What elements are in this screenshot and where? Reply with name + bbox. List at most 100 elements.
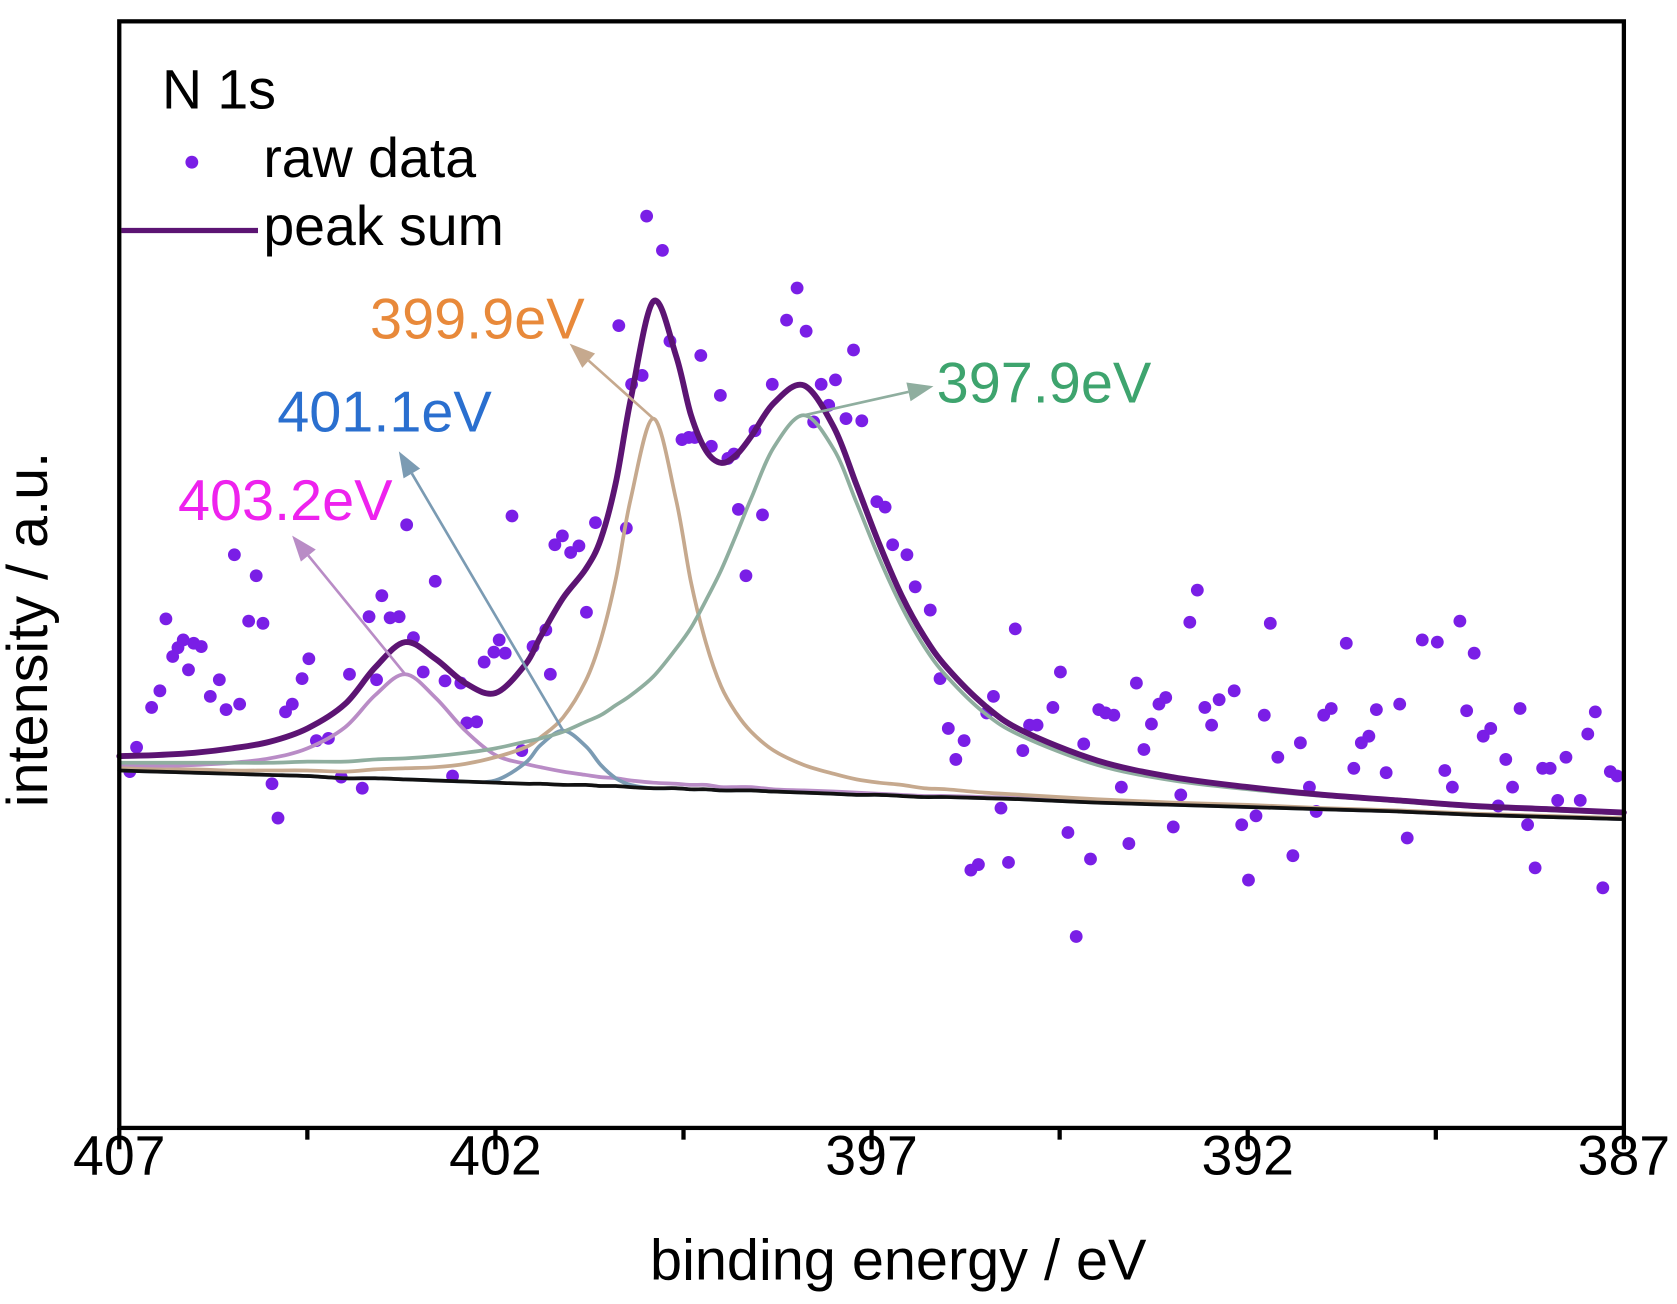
data-point (1588, 705, 1602, 719)
data-point (498, 646, 512, 660)
data-point (1263, 616, 1277, 630)
data-point (176, 633, 190, 647)
annotation-arrowhead (292, 535, 316, 562)
data-point (713, 388, 727, 402)
data-point (492, 633, 506, 647)
data-point (400, 518, 414, 532)
legend-label: raw data (263, 127, 476, 189)
x-tick-label: 387 (1578, 1125, 1671, 1187)
data-point (370, 673, 383, 687)
data-point (1008, 622, 1022, 636)
data-point (548, 538, 562, 552)
data-point (635, 369, 649, 382)
data-point (1528, 861, 1542, 875)
data-point (256, 616, 270, 630)
data-point (1445, 780, 1459, 794)
data-point (933, 672, 947, 686)
data-point (1596, 881, 1610, 895)
data-point (1016, 744, 1030, 757)
data-point (182, 663, 195, 677)
data-point (839, 412, 853, 426)
data-point (878, 500, 892, 514)
data-point (1430, 635, 1444, 649)
data-point (1030, 718, 1044, 732)
data-point (1379, 766, 1393, 780)
data-point (1293, 736, 1307, 750)
data-point (656, 244, 669, 257)
data-point (1174, 788, 1188, 802)
data-point (428, 574, 442, 588)
legend-label: peak sum (263, 195, 503, 257)
data-point (886, 538, 900, 552)
data-point (1453, 614, 1467, 628)
legend-marker (185, 155, 199, 169)
data-point (233, 697, 247, 711)
data-point (1183, 615, 1197, 629)
data-point (1573, 793, 1587, 807)
data-point (242, 614, 256, 628)
data-point (847, 343, 860, 357)
data-point (295, 672, 309, 686)
annotation-arrow (307, 554, 407, 676)
data-point (1610, 769, 1624, 783)
data-point (1235, 818, 1249, 832)
data-point (829, 373, 842, 387)
data-point (923, 603, 937, 617)
data-point (145, 701, 159, 714)
component-line (117, 413, 1626, 816)
data-point (130, 740, 143, 754)
data-point (1484, 722, 1498, 735)
legend-title: N 1s (162, 59, 276, 121)
data-point (362, 610, 376, 624)
data-point (1347, 761, 1361, 775)
data-point (1129, 676, 1143, 690)
data-point (900, 548, 914, 562)
data-point (949, 753, 963, 766)
data-point (580, 605, 593, 619)
data-point (1438, 764, 1452, 777)
data-point (694, 349, 708, 362)
data-point (994, 801, 1008, 815)
x-tick-label: 392 (1201, 1125, 1294, 1187)
annotation-arrow (587, 359, 655, 420)
data-point (1107, 708, 1121, 722)
data-point (1159, 691, 1173, 704)
data-point (1460, 704, 1474, 718)
data-point (799, 324, 813, 338)
data-point (1145, 717, 1158, 731)
data-point (285, 697, 299, 711)
data-point (271, 811, 285, 825)
data-point (153, 684, 167, 698)
data-point (790, 281, 804, 295)
data-point (1339, 636, 1353, 650)
annotation-arrow (410, 472, 565, 732)
x-tick-label: 397 (825, 1125, 918, 1187)
data-point (460, 716, 474, 730)
peak-sum-line (116, 297, 1627, 816)
data-point (1521, 818, 1534, 832)
x-tick-label: 402 (449, 1125, 542, 1187)
data-point (589, 516, 602, 530)
data-point (987, 689, 1000, 703)
data-point (1324, 702, 1338, 715)
annotation-label: 403.2eV (178, 469, 393, 533)
data-point (1362, 729, 1376, 743)
data-point (203, 689, 217, 703)
data-point (908, 580, 922, 594)
annotation-arrowhead (398, 451, 421, 479)
data-point (1054, 665, 1067, 679)
data-point (1369, 703, 1383, 717)
data-point (1286, 849, 1300, 863)
data-point (1084, 852, 1097, 866)
data-point (1166, 820, 1180, 834)
data-point (1122, 837, 1136, 850)
data-point (343, 667, 356, 681)
x-tick-label: 407 (73, 1125, 166, 1187)
data-point (1077, 737, 1091, 751)
data-point (1061, 826, 1075, 839)
annotation-arrowhead (906, 382, 934, 402)
data-point (438, 674, 452, 688)
